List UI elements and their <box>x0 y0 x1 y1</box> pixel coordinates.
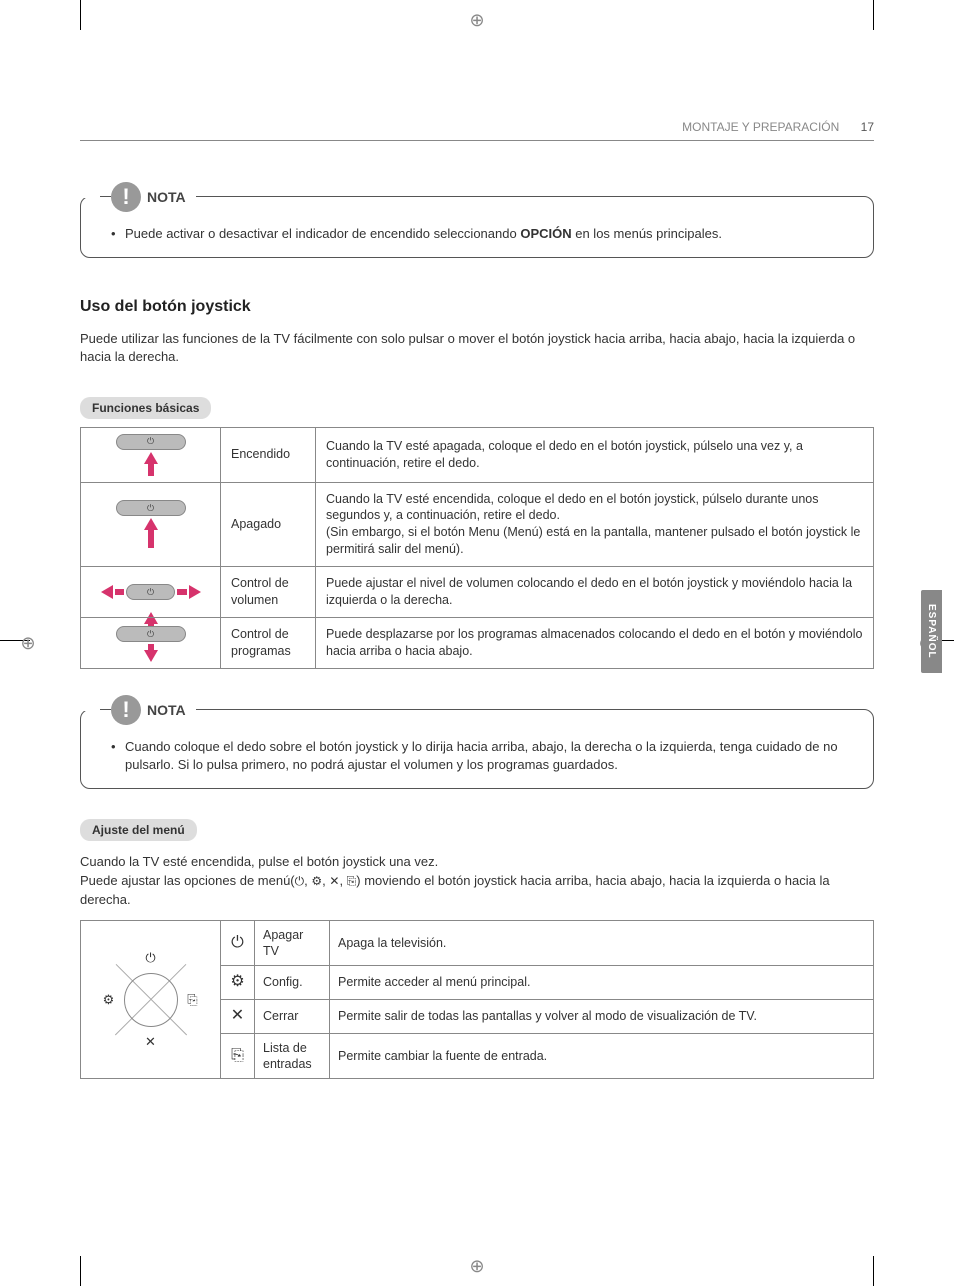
row-desc: Cuando la TV esté encendida, coloque el … <box>316 482 874 567</box>
ajuste-pill: Ajuste del menú <box>80 819 197 841</box>
table-row: ⏻ Encendido Cuando la TV esté apagada, c… <box>81 427 874 482</box>
ajuste-paragraph: Cuando la TV esté encendida, pulse el bo… <box>80 853 874 910</box>
note-icon: ! <box>111 695 141 725</box>
menu-layout: ⏻ ⚙ ⎘ ✕ ⏻ Apagar TV Apaga la televisión.… <box>80 920 874 1080</box>
note2-bullet: Cuando coloque el dedo sobre el botón jo… <box>111 738 853 774</box>
row-desc: Puede desplazarse por los programas alma… <box>316 617 874 668</box>
page-header: MONTAJE Y PREPARACIÓN 17 <box>80 120 874 141</box>
row-label: Control de programas <box>221 617 316 668</box>
table-row: ⎘ Lista de entradas Permite cambiar la f… <box>221 1033 874 1079</box>
funciones-pill: Funciones básicas <box>80 397 211 419</box>
illustration-encendido: ⏻ <box>81 427 221 482</box>
power-glyph: ⏻ <box>147 628 154 640</box>
power-glyph: ⏻ <box>147 586 154 598</box>
gear-icon: ⚙ <box>311 874 322 888</box>
registration-mark-top: ⊕ <box>467 10 487 30</box>
close-icon: ✕ <box>143 1034 159 1050</box>
table-row: ✕ Cerrar Permite salir de todas las pant… <box>221 1000 874 1034</box>
registration-mark-bottom: ⊕ <box>467 1256 487 1276</box>
dpad-diagram: ⏻ ⚙ ⎘ ✕ <box>80 920 220 1080</box>
ajuste-line1: Cuando la TV esté encendida, pulse el bo… <box>80 854 438 869</box>
funciones-table: ⏻ Encendido Cuando la TV esté apagada, c… <box>80 427 874 669</box>
table-row: ⏻ Control de programas Puede desplazarse… <box>81 617 874 668</box>
ajuste-line2-pre: Puede ajustar las opciones de menú( <box>80 873 295 888</box>
note1-text-post: en los menús principales. <box>572 226 722 241</box>
illustration-apagado: ⏻ <box>81 482 221 567</box>
table-row: ⏻ Apagado Cuando la TV esté encendida, c… <box>81 482 874 567</box>
close-icon: ✕ <box>329 874 339 888</box>
row-label: Apagado <box>221 482 316 567</box>
menu-desc: Apaga la televisión. <box>330 920 874 966</box>
joystick-heading: Uso del botón joystick <box>80 298 874 316</box>
power-icon: ⏻ <box>143 950 159 966</box>
gear-icon: ⚙ <box>101 992 117 1008</box>
illustration-programas: ⏻ <box>81 617 221 668</box>
menu-label: Cerrar <box>255 1000 330 1034</box>
note-box-1: ! NOTA Puede activar o desactivar el ind… <box>80 196 874 258</box>
menu-desc: Permite salir de todas las pantallas y v… <box>330 1000 874 1034</box>
row-label: Encendido <box>221 427 316 482</box>
menu-desc: Permite acceder al menú principal. <box>330 966 874 1000</box>
language-tab: ESPAÑOL <box>921 590 942 673</box>
note-title: NOTA <box>147 702 186 718</box>
joystick-intro: Puede utilizar las funciones de la TV fá… <box>80 330 874 366</box>
table-row: ⏻ Apagar TV Apaga la televisión. <box>221 920 874 966</box>
menu-desc: Permite cambiar la fuente de entrada. <box>330 1033 874 1079</box>
menu-label: Config. <box>255 966 330 1000</box>
illustration-volumen: ⏻ <box>81 567 221 618</box>
table-row: ⏻ Control de volumen Puede ajustar el ni… <box>81 567 874 618</box>
input-icon: ⎘ <box>347 874 357 888</box>
close-icon: ✕ <box>221 1000 255 1034</box>
note1-text-pre: Puede activar o desactivar el indicador … <box>125 226 520 241</box>
table-row: ⚙ Config. Permite acceder al menú princi… <box>221 966 874 1000</box>
note1-bullet: Puede activar o desactivar el indicador … <box>111 225 853 243</box>
power-icon: ⏻ <box>221 920 255 966</box>
registration-mark-left: ⊕ <box>18 633 38 653</box>
row-desc: Puede ajustar el nivel de volumen coloca… <box>316 567 874 618</box>
input-icon: ⎘ <box>185 992 201 1008</box>
power-glyph: ⏻ <box>147 502 154 514</box>
note-icon: ! <box>111 182 141 212</box>
note-title: NOTA <box>147 189 186 205</box>
menu-label: Apagar TV <box>255 920 330 966</box>
note-box-2: ! NOTA Cuando coloque el dedo sobre el b… <box>80 709 874 789</box>
header-section: MONTAJE Y PREPARACIÓN <box>682 120 839 134</box>
menu-label: Lista de entradas <box>255 1033 330 1079</box>
menu-table: ⏻ Apagar TV Apaga la televisión. ⚙ Confi… <box>220 920 874 1080</box>
note1-text-bold: OPCIÓN <box>520 226 571 241</box>
row-desc: Cuando la TV esté apagada, coloque el de… <box>316 427 874 482</box>
input-icon: ⎘ <box>221 1033 255 1079</box>
page-number: 17 <box>861 120 874 134</box>
gear-icon: ⚙ <box>221 966 255 1000</box>
power-icon: ⏻ <box>295 874 305 888</box>
power-glyph: ⏻ <box>147 435 154 447</box>
row-label: Control de volumen <box>221 567 316 618</box>
